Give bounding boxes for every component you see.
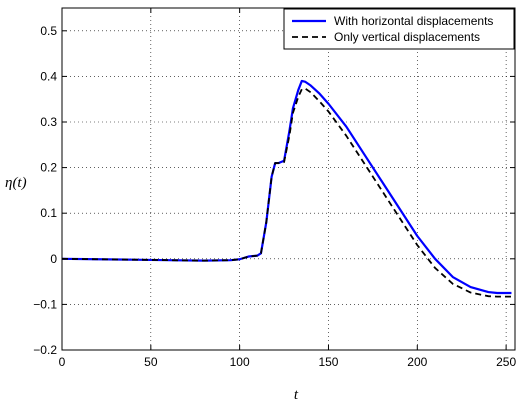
plot-frame bbox=[61, 7, 516, 351]
series-line-vertical-only bbox=[61, 87, 512, 298]
x-axis-label: t bbox=[294, 387, 299, 403]
y-axis-label: η(t) bbox=[5, 175, 27, 191]
y-tick-label: −0.1 bbox=[33, 297, 57, 311]
x-tick-label: 0 bbox=[59, 355, 66, 369]
y-tick-label: 0.3 bbox=[40, 115, 57, 129]
legend: With horizontal displacements Only vertic… bbox=[283, 8, 515, 50]
y-tick-label: 0 bbox=[50, 252, 57, 266]
ticks: 0 50 100 150 200 250 −0.2 −0.1 0 0.1 0.2 0.3 0.4 0.5 bbox=[33, 8, 516, 369]
x-tick-label: 150 bbox=[318, 355, 338, 369]
y-tick-label: 0.5 bbox=[40, 24, 57, 38]
legend-label: With horizontal displacements bbox=[334, 14, 493, 28]
legend-box bbox=[283, 8, 515, 50]
series-layer bbox=[61, 79, 512, 298]
y-tick-label: 0.1 bbox=[40, 206, 57, 220]
x-tick-label: 50 bbox=[144, 355, 158, 369]
plot-background bbox=[62, 8, 515, 350]
x-tick-label: 200 bbox=[407, 355, 427, 369]
y-tick-label: 0.2 bbox=[40, 161, 57, 175]
y-tick-label: 0.4 bbox=[40, 69, 57, 83]
legend-label: Only vertical displacements bbox=[334, 30, 480, 44]
x-tick-label: 250 bbox=[496, 355, 516, 369]
y-tick-label: −0.2 bbox=[33, 343, 57, 357]
x-tick-label: 100 bbox=[230, 355, 250, 369]
